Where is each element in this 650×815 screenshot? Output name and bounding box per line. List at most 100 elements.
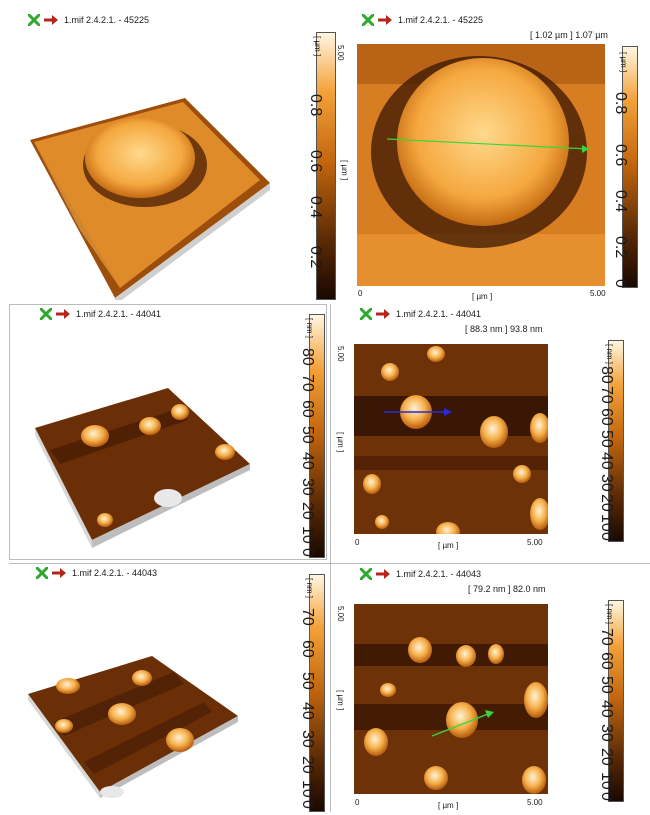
- panel2-map-header: 1.mif 2.4.2.1. - 44041: [360, 308, 481, 320]
- panel2-3d-header: 1.mif 2.4.2.1. - 44041: [40, 308, 161, 320]
- colorbar-tick: 70: [598, 628, 615, 646]
- panel3-colorbar: [309, 574, 325, 812]
- colorbar-tick: 0.2: [307, 246, 324, 269]
- panel1-height-map[interactable]: [357, 44, 605, 286]
- green-x-icon[interactable]: [36, 567, 48, 579]
- panel1-ymax: 5.00: [336, 45, 345, 61]
- colorbar-tick: 20: [598, 748, 615, 766]
- colorbar-tick: 0.8: [307, 94, 324, 117]
- panel1-3d-header: 1.mif 2.4.2.1. - 45225: [28, 14, 149, 26]
- panel3-xmin: 0: [355, 798, 360, 807]
- colorbar-tick: 0.8: [612, 92, 629, 115]
- panel2-map-title: 1.mif 2.4.2.1. - 44041: [396, 309, 482, 319]
- panel3-map-title: 1.mif 2.4.2.1. - 44043: [396, 569, 482, 579]
- colorbar-tick: 20: [598, 494, 615, 512]
- red-arrow-icon[interactable]: [376, 309, 390, 319]
- panel2-xlabel: [ µm ]: [438, 541, 459, 550]
- panel2-3d-frame: [9, 304, 327, 560]
- colorbar-tick: 0: [598, 792, 615, 801]
- green-x-icon[interactable]: [28, 14, 40, 26]
- red-arrow-icon[interactable]: [44, 15, 58, 25]
- panel3-xlabel: [ µm ]: [438, 801, 459, 810]
- colorbar-tick: 0: [612, 279, 629, 288]
- colorbar-tick: 0.4: [307, 196, 324, 219]
- panel1-map-colorbar-unit: [ µm ]: [619, 52, 628, 73]
- panel3-xmax: 5.00: [527, 798, 543, 807]
- green-x-icon[interactable]: [362, 14, 374, 26]
- panel3-3d-title: 1.mif 2.4.2.1. - 44043: [72, 568, 158, 578]
- colorbar-tick: 60: [598, 408, 615, 426]
- panel3-ymax: 5.00: [336, 606, 345, 622]
- colorbar-tick: 60: [299, 400, 316, 418]
- panel2-measurement: [ 88.3 nm ] 93.8 nm: [465, 324, 543, 334]
- panel3-height-map[interactable]: [354, 604, 548, 794]
- panel2-xmin: 0: [355, 538, 360, 547]
- colorbar-tick: 70: [299, 608, 316, 626]
- colorbar-tick: 10: [299, 526, 316, 544]
- panel2-ymax: 5.00: [336, 346, 345, 362]
- row-divider: [9, 563, 650, 564]
- panel3-map-header: 1.mif 2.4.2.1. - 44043: [360, 568, 481, 580]
- colorbar-tick: 60: [598, 652, 615, 670]
- green-x-icon[interactable]: [360, 308, 372, 320]
- green-x-icon[interactable]: [40, 308, 52, 320]
- colorbar-tick: 0.2: [612, 236, 629, 259]
- colorbar-tick: 70: [299, 374, 316, 392]
- colorbar-tick: 50: [299, 426, 316, 444]
- panel1-ylabel: [ µm ]: [340, 160, 349, 181]
- colorbar-tick: 20: [299, 502, 316, 520]
- red-arrow-icon[interactable]: [52, 568, 66, 578]
- panel1-measurement: [ 1.02 µm ] 1.07 µm: [530, 30, 608, 40]
- colorbar-tick: 0: [299, 548, 316, 557]
- panel1-xmax: 5.00: [590, 289, 606, 298]
- panel-divider: [330, 304, 331, 812]
- colorbar-tick: 10: [598, 772, 615, 790]
- panel1-xmin: 0: [358, 289, 363, 298]
- colorbar-tick: 60: [299, 640, 316, 658]
- panel1-map-colorbar: [622, 46, 638, 288]
- colorbar-tick: 30: [299, 730, 316, 748]
- colorbar-tick: 30: [598, 474, 615, 492]
- panel2-3d-title: 1.mif 2.4.2.1. - 44041: [76, 309, 162, 319]
- colorbar-tick: 70: [598, 386, 615, 404]
- colorbar-tick: 50: [598, 430, 615, 448]
- green-x-icon[interactable]: [360, 568, 372, 580]
- colorbar-tick: 40: [299, 452, 316, 470]
- panel3-colorbar-unit: [ nm ]: [305, 578, 314, 599]
- panel1-colorbar: [316, 32, 336, 300]
- panel3-ylabel: [ µm ]: [336, 690, 345, 711]
- colorbar-tick: 0: [299, 800, 316, 809]
- colorbar-tick: 80: [598, 366, 615, 384]
- panel1-map-title: 1.mif 2.4.2.1. - 45225: [398, 15, 484, 25]
- panel3-map-colorbar-unit: [ nm ]: [605, 604, 614, 625]
- panel2-colorbar-unit: [ nm ]: [305, 318, 314, 339]
- panel3-measurement: [ 79.2 nm ] 82.0 nm: [468, 584, 546, 594]
- red-arrow-icon[interactable]: [378, 15, 392, 25]
- panel2-3d-view[interactable]: [30, 380, 255, 550]
- colorbar-tick: 0: [598, 532, 615, 541]
- panel1-map-header: 1.mif 2.4.2.1. - 45225: [362, 14, 483, 26]
- colorbar-tick: 40: [598, 452, 615, 470]
- panel2-colorbar: [309, 314, 325, 558]
- panel2-map-colorbar: [608, 340, 624, 542]
- panel1-xlabel: [ µm ]: [472, 292, 493, 301]
- colorbar-tick: 0.6: [307, 150, 324, 173]
- red-arrow-icon[interactable]: [56, 309, 70, 319]
- panel1-colorbar-unit: [ µm ]: [313, 36, 322, 57]
- colorbar-tick: 20: [299, 756, 316, 774]
- colorbar-tick: 80: [299, 348, 316, 366]
- colorbar-tick: 40: [598, 700, 615, 718]
- panel1-3d-title: 1.mif 2.4.2.1. - 45225: [64, 15, 150, 25]
- panel3-3d-view[interactable]: [24, 652, 244, 802]
- panel2-ylabel: [ µm ]: [336, 432, 345, 453]
- red-arrow-icon[interactable]: [376, 569, 390, 579]
- panel2-map-colorbar-unit: [ nm ]: [605, 344, 614, 365]
- colorbar-tick: 10: [299, 780, 316, 798]
- panel2-height-map[interactable]: [354, 344, 548, 534]
- panel3-3d-header: 1.mif 2.4.2.1. - 44043: [36, 567, 157, 579]
- colorbar-tick: 30: [299, 478, 316, 496]
- colorbar-tick: 30: [598, 724, 615, 742]
- panel1-3d-view[interactable]: [20, 80, 280, 300]
- panel2-xmax: 5.00: [527, 538, 543, 547]
- colorbar-tick: 40: [299, 702, 316, 720]
